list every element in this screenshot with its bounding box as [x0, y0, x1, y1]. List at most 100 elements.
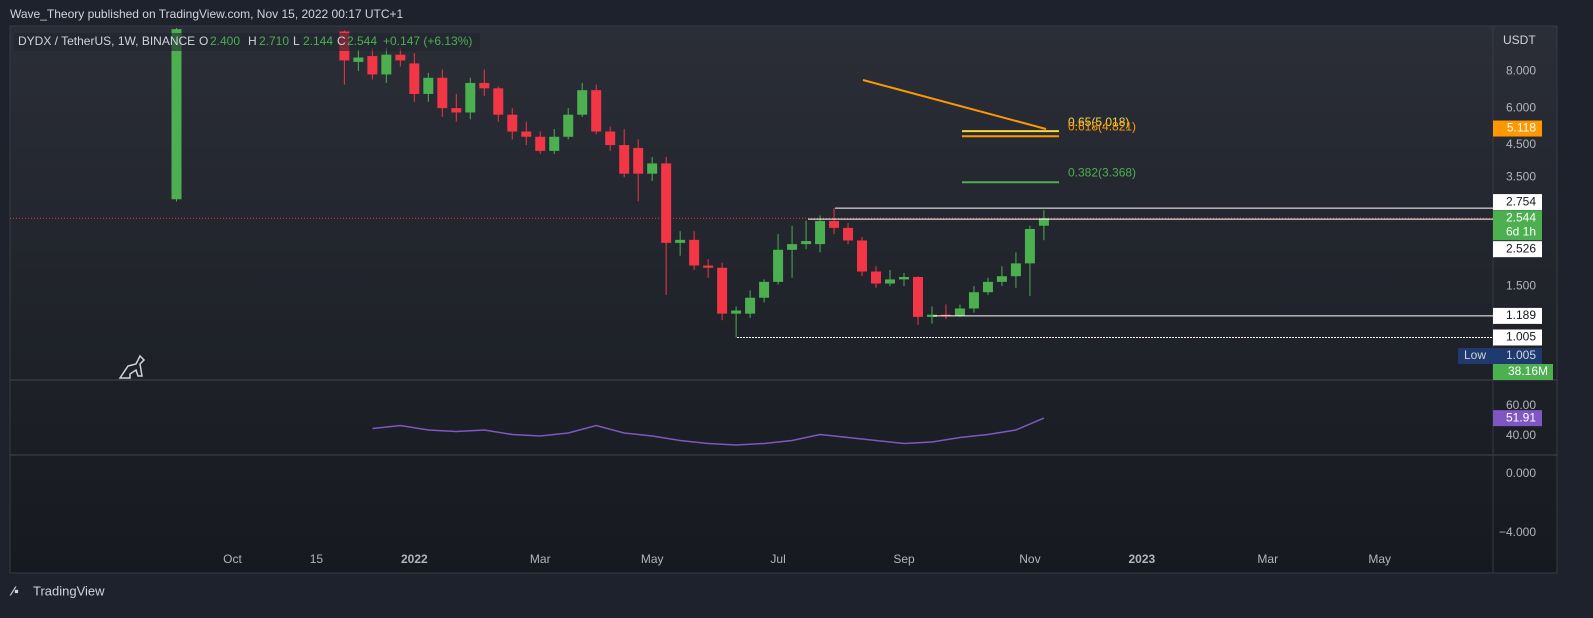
y-tick-label: 4.500: [1506, 137, 1536, 151]
candle-body: [535, 136, 546, 151]
legend-background: [14, 33, 480, 51]
candle-body: [717, 267, 728, 314]
candle-body: [1024, 228, 1035, 264]
x-tick-label: 2023: [1128, 552, 1155, 566]
candle-body: [815, 221, 826, 245]
chart-panel: [9, 25, 1558, 574]
candle-body: [451, 108, 462, 113]
price-tag-box: [1493, 241, 1542, 258]
candle-body: [563, 114, 574, 137]
x-tick-label: Jul: [770, 552, 785, 566]
candle-body: [787, 244, 798, 250]
candle-body: [381, 54, 392, 75]
macd-tick-label: 0.000: [1506, 466, 1536, 480]
candle-body: [409, 63, 420, 94]
candle-body: [857, 240, 868, 272]
candle-body: [619, 145, 630, 174]
fib-label: 0.65(5.018): [1068, 115, 1129, 129]
legend-key: O: [199, 34, 208, 48]
y-tick-label: 1.500: [1506, 278, 1536, 292]
low-box: [1458, 348, 1542, 364]
x-tick-label: May: [641, 552, 664, 566]
candle-body: [773, 249, 784, 282]
trend-line: [862, 79, 1047, 130]
candle-body: [885, 279, 896, 284]
legend-value: 2.144: [303, 34, 333, 48]
candle-body: [912, 276, 923, 317]
candle-body: [898, 276, 909, 280]
candle-body: [353, 57, 364, 62]
legend-value: 2.710: [259, 34, 289, 48]
candle-body: [940, 314, 951, 316]
last-price-tag: 2.544: [1506, 210, 1536, 224]
candle-body: [759, 281, 770, 298]
price-tag: 1.005: [1506, 330, 1536, 344]
candle-body: [647, 163, 658, 174]
candle-body: [549, 136, 560, 151]
price-tag-box: [1493, 194, 1542, 211]
price-tag: 2.754: [1506, 194, 1536, 208]
price-tag-box: [1493, 307, 1542, 324]
macd-tick-label: −4.000: [1499, 525, 1536, 539]
x-tick-label: Sep: [893, 552, 915, 566]
candle-body: [926, 314, 937, 317]
legend-key: L: [293, 34, 300, 48]
x-tick-label: May: [1368, 552, 1391, 566]
trend-price-tag-box: [1493, 120, 1542, 137]
candle-body: [633, 147, 644, 174]
countdown: 6d 1h: [1506, 224, 1536, 238]
fib-label: 0.382(3.368): [1068, 165, 1136, 179]
price-tag: 2.526: [1506, 241, 1536, 255]
candle-body: [507, 114, 518, 132]
candle-body: [689, 239, 700, 266]
candle-body: [1010, 263, 1021, 277]
candle-body: [703, 265, 714, 268]
candle-body: [437, 77, 448, 109]
legend-key: C: [337, 34, 346, 48]
x-tick-label: Oct: [223, 552, 242, 566]
last-price-box: [1493, 210, 1542, 241]
candle-body: [996, 276, 1007, 282]
mascot-icon: [118, 354, 146, 379]
y-tick-label: 6.000: [1506, 100, 1536, 114]
x-tick-label: Mar: [530, 552, 551, 566]
candle-body: [982, 281, 993, 293]
overlay: DYDX / TetherUS, 1W, BINANCE O 2.400 H 2…: [14, 33, 480, 51]
candle-body: [423, 77, 434, 94]
candle-body: [829, 221, 840, 228]
candle-body: [801, 241, 812, 245]
legend-key: H: [248, 34, 257, 48]
trend-price-tag: 5.118: [1507, 121, 1536, 135]
price-tag: 1.189: [1506, 308, 1536, 322]
candle-body: [395, 54, 406, 61]
candle-body: [843, 227, 854, 241]
candle-body: [731, 310, 742, 314]
y-tick-label: 8.000: [1506, 63, 1536, 77]
footer-logo: ⁄▪: [9, 583, 19, 598]
price-tag-box: [1493, 329, 1542, 346]
candle-body: [479, 82, 490, 89]
candle-body: [577, 90, 588, 115]
candle-body: [871, 271, 882, 284]
x-tick-label: 15: [310, 552, 324, 566]
candle-body: [1038, 218, 1049, 226]
rsi-tick-label: 40.00: [1506, 428, 1536, 442]
candle-body: [465, 82, 476, 113]
low-label: Low: [1464, 348, 1486, 362]
rsi-last-box: [1493, 410, 1542, 427]
currency: USDT: [1503, 33, 1536, 47]
fib-label: 0.618(4.821): [1068, 119, 1136, 133]
legend-change: +0.147 (+6.13%): [383, 34, 472, 48]
x-tick-label: Nov: [1019, 552, 1040, 566]
legend-symbol: DYDX / TetherUS, 1W, BINANCE: [18, 34, 195, 48]
candle-body: [591, 90, 602, 132]
rsi-tick-label: 60.00: [1506, 398, 1536, 412]
legend-value: 2.400: [210, 34, 240, 48]
candle-body: [661, 163, 672, 243]
candle-body: [968, 292, 979, 309]
rsi-line: [372, 417, 1045, 446]
x-tick-label: 2022: [401, 552, 428, 566]
y-tick-label: 3.500: [1506, 169, 1536, 183]
